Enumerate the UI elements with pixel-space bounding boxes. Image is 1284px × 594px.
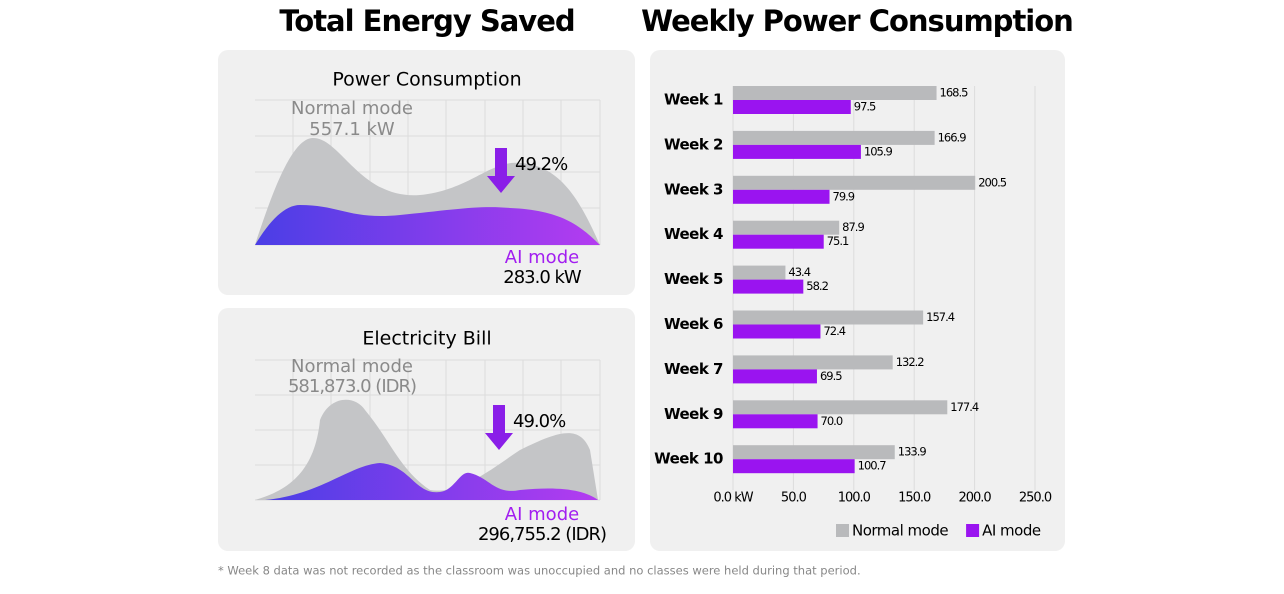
legend-swatch bbox=[836, 524, 849, 537]
value-label: 69.5 bbox=[820, 369, 842, 383]
bar bbox=[733, 324, 821, 339]
saving: 49.0% bbox=[513, 411, 566, 432]
ai-value: 283.0 kW bbox=[503, 267, 582, 288]
bar bbox=[733, 189, 830, 204]
ai-label: AI mode bbox=[505, 504, 579, 525]
x-tick-label: 150.0 bbox=[898, 491, 931, 506]
section-title: Total Energy Saved bbox=[279, 4, 574, 38]
y-tick-label: Week 3 bbox=[664, 180, 723, 198]
x-tick-label: 200.0 bbox=[958, 491, 991, 506]
down-arrow bbox=[487, 148, 515, 193]
bar bbox=[733, 220, 840, 235]
normal-value: 557.1 kW bbox=[309, 119, 395, 140]
bar bbox=[733, 459, 855, 474]
value-label: 75.1 bbox=[827, 234, 849, 248]
bar bbox=[733, 130, 935, 145]
bar bbox=[733, 355, 893, 370]
y-tick-label: Week 9 bbox=[664, 405, 723, 423]
value-label: 58.2 bbox=[806, 279, 828, 293]
panel-title: Electricity Bill bbox=[362, 328, 491, 350]
bar bbox=[733, 100, 851, 114]
legend-swatch bbox=[966, 524, 980, 537]
bar bbox=[733, 310, 924, 325]
y-tick-label: Week 5 bbox=[664, 270, 723, 288]
value-label: 87.9 bbox=[842, 220, 864, 234]
bar bbox=[733, 414, 818, 429]
bar bbox=[733, 279, 804, 294]
saving: 49.2% bbox=[515, 154, 568, 175]
y-tick-label: Week 7 bbox=[664, 360, 723, 378]
bar bbox=[733, 144, 861, 159]
value-label: 79.9 bbox=[833, 189, 855, 203]
value-label: 200.5 bbox=[978, 175, 1007, 189]
value-label: 132.2 bbox=[896, 355, 925, 369]
legend-label: AI mode bbox=[982, 522, 1041, 540]
x-tick-label: 250.0 bbox=[1019, 491, 1052, 506]
panel-title: Power Consumption bbox=[332, 69, 521, 91]
ai-area bbox=[265, 463, 598, 500]
value-label: 43.4 bbox=[788, 265, 810, 279]
x-tick-label: 50.0 bbox=[781, 491, 807, 506]
bar bbox=[733, 175, 976, 190]
down-arrow bbox=[485, 405, 513, 450]
bar bbox=[733, 234, 824, 249]
bar-chart: 0.0 kW 50.0 100.0 150.0 200.0 250.0 Week 1 168.… bbox=[654, 86, 1053, 540]
value-label: 133.9 bbox=[898, 445, 927, 459]
section-title: Weekly Power Consumption bbox=[641, 4, 1073, 38]
bar bbox=[733, 265, 786, 280]
value-label: 70.0 bbox=[821, 414, 843, 428]
ai-area bbox=[255, 205, 600, 245]
y-tick-label: Week 6 bbox=[664, 315, 723, 333]
bar bbox=[733, 86, 937, 100]
legend-label: Normal mode bbox=[852, 522, 948, 540]
panel bbox=[650, 50, 1065, 551]
value-label: 100.7 bbox=[858, 459, 887, 473]
normal-area bbox=[255, 399, 598, 500]
footnote: * Week 8 data was not recorded as the cl… bbox=[218, 564, 861, 578]
value-label: 157.4 bbox=[926, 310, 955, 324]
bar bbox=[733, 445, 895, 460]
y-tick-label: Week 2 bbox=[664, 135, 723, 153]
value-label: 97.5 bbox=[854, 100, 876, 114]
y-tick-label: Week 10 bbox=[654, 450, 723, 468]
normal-value: 581,873.0 (IDR) bbox=[288, 376, 416, 397]
ai-label: AI mode bbox=[505, 247, 579, 268]
value-label: 72.4 bbox=[823, 324, 845, 338]
value-label: 166.9 bbox=[938, 130, 967, 144]
normal-label: Normal mode bbox=[291, 98, 413, 119]
value-label: 105.9 bbox=[864, 144, 893, 158]
value-label: 168.5 bbox=[940, 86, 969, 100]
y-tick-label: Week 1 bbox=[664, 91, 723, 109]
ai-value: 296,755.2 (IDR) bbox=[478, 524, 606, 545]
bar bbox=[733, 400, 948, 415]
normal-label: Normal mode bbox=[291, 356, 413, 377]
bar bbox=[733, 369, 817, 384]
x-tick-label: 100.0 bbox=[838, 491, 871, 506]
x-tick-label: 0.0 kW bbox=[713, 491, 753, 506]
value-label: 177.4 bbox=[950, 400, 979, 414]
y-tick-label: Week 4 bbox=[664, 225, 723, 243]
